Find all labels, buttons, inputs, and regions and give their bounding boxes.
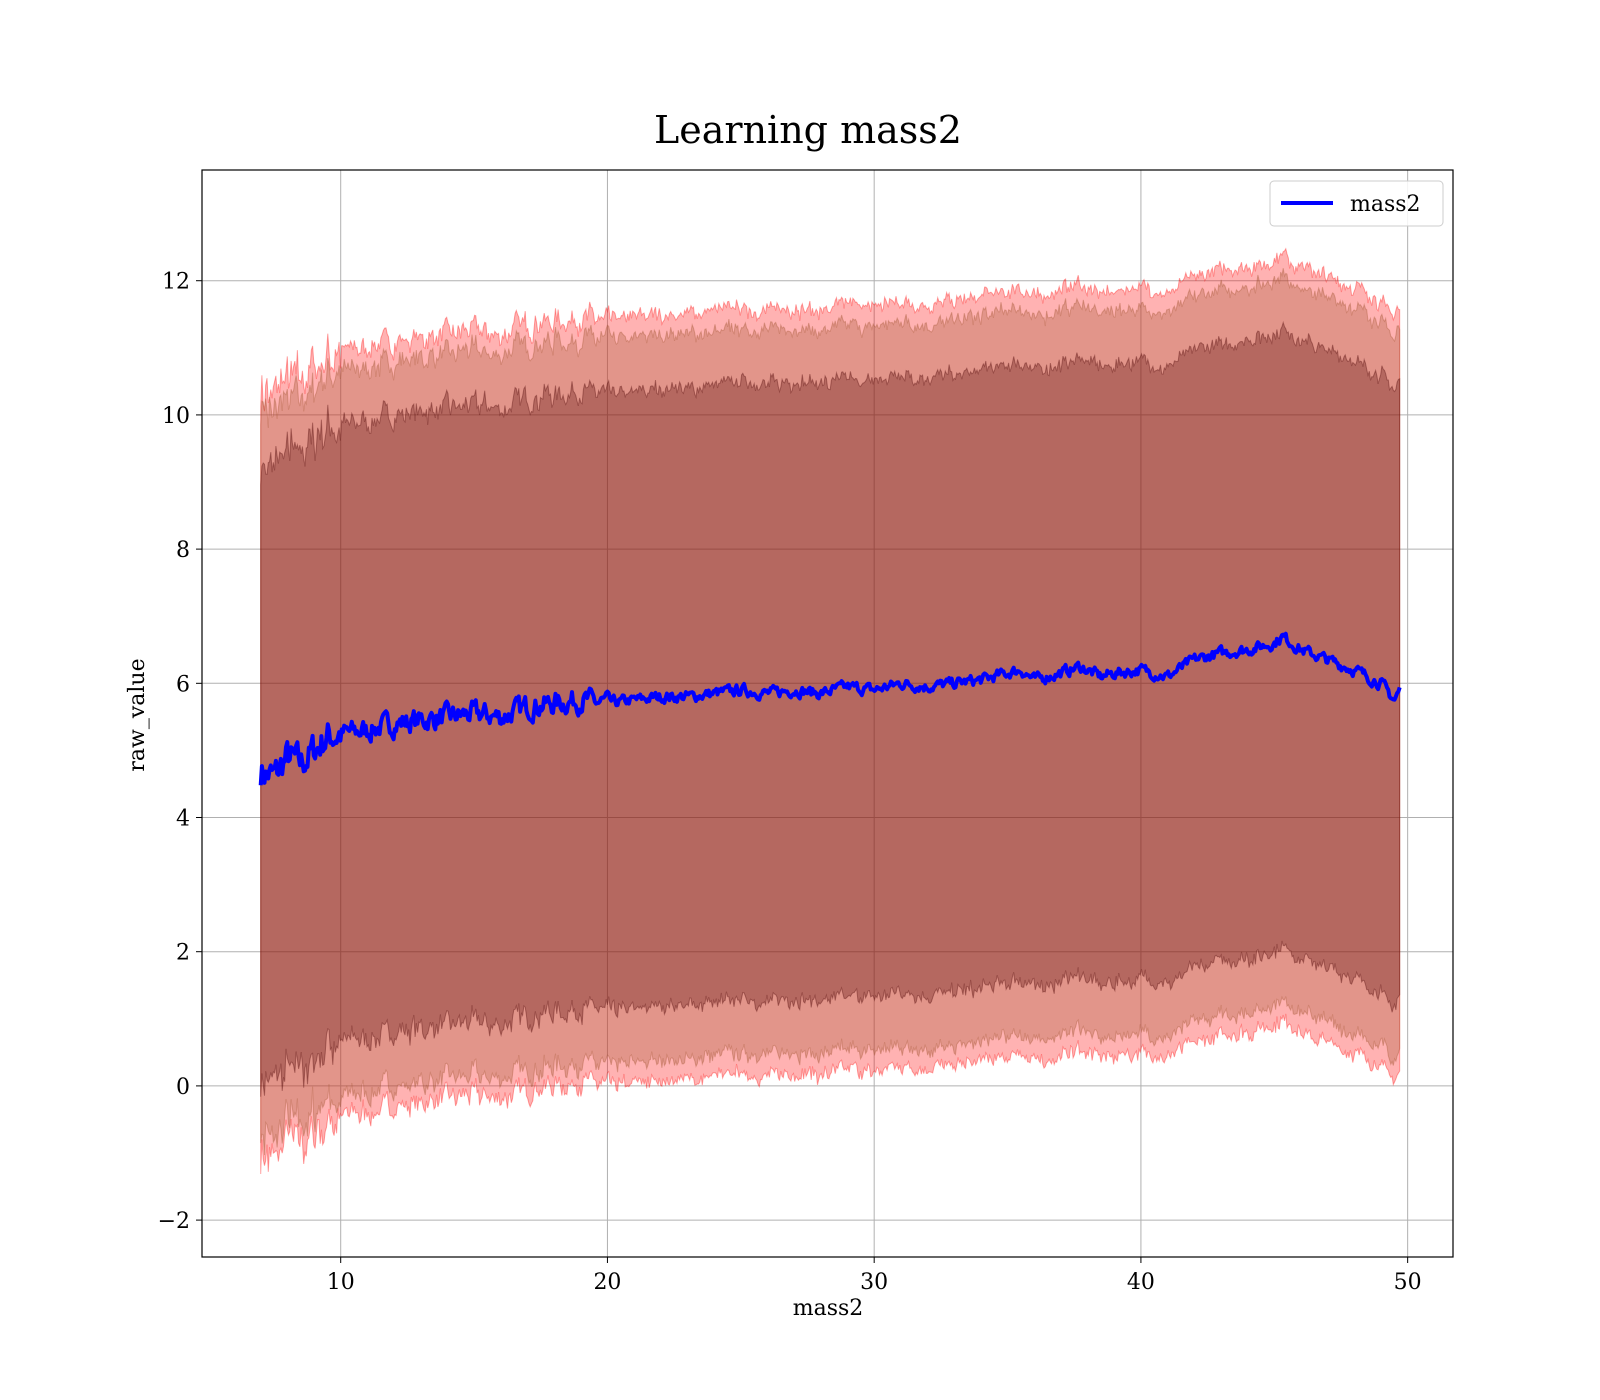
legend-label-mass2: mass2 — [1350, 192, 1421, 217]
y-tick-label: 4 — [176, 807, 190, 832]
band-outer — [260, 247, 1401, 1175]
legend: mass2 — [1269, 180, 1444, 227]
y-axis-ticks: −2 0 2 4 6 8 10 12 — [158, 270, 202, 1234]
gridlines — [202, 170, 1453, 1257]
x-tick-label: 30 — [860, 1270, 888, 1295]
y-tick-label: 0 — [176, 1075, 190, 1100]
x-tick-label: 50 — [1394, 1270, 1422, 1295]
x-tick-label: 10 — [327, 1270, 355, 1295]
x-tick-label: 20 — [593, 1270, 621, 1295]
x-axis-label: mass2 — [793, 1296, 864, 1321]
uncertainty-bands — [260, 247, 1401, 1175]
band-inner — [260, 320, 1401, 1097]
chart-title: Learning mass2 — [654, 108, 962, 152]
band-middle — [260, 268, 1401, 1156]
y-tick-label: 8 — [176, 538, 190, 563]
y-axis-label: raw_value — [125, 658, 150, 771]
series-line-mass2 — [258, 631, 1402, 786]
y-tick-label: 12 — [162, 270, 190, 295]
y-tick-label: 10 — [162, 404, 190, 429]
y-tick-label: 6 — [176, 672, 190, 697]
y-tick-label: 2 — [176, 941, 190, 966]
plot-area — [201, 169, 1454, 1258]
x-axis-ticks: 10 20 30 40 50 — [327, 1257, 1422, 1295]
legend-box — [1269, 180, 1444, 227]
x-tick-label: 40 — [1127, 1270, 1155, 1295]
series-lines — [258, 631, 1402, 786]
plot-frame — [201, 169, 1454, 1258]
y-tick-label: −2 — [158, 1209, 190, 1234]
